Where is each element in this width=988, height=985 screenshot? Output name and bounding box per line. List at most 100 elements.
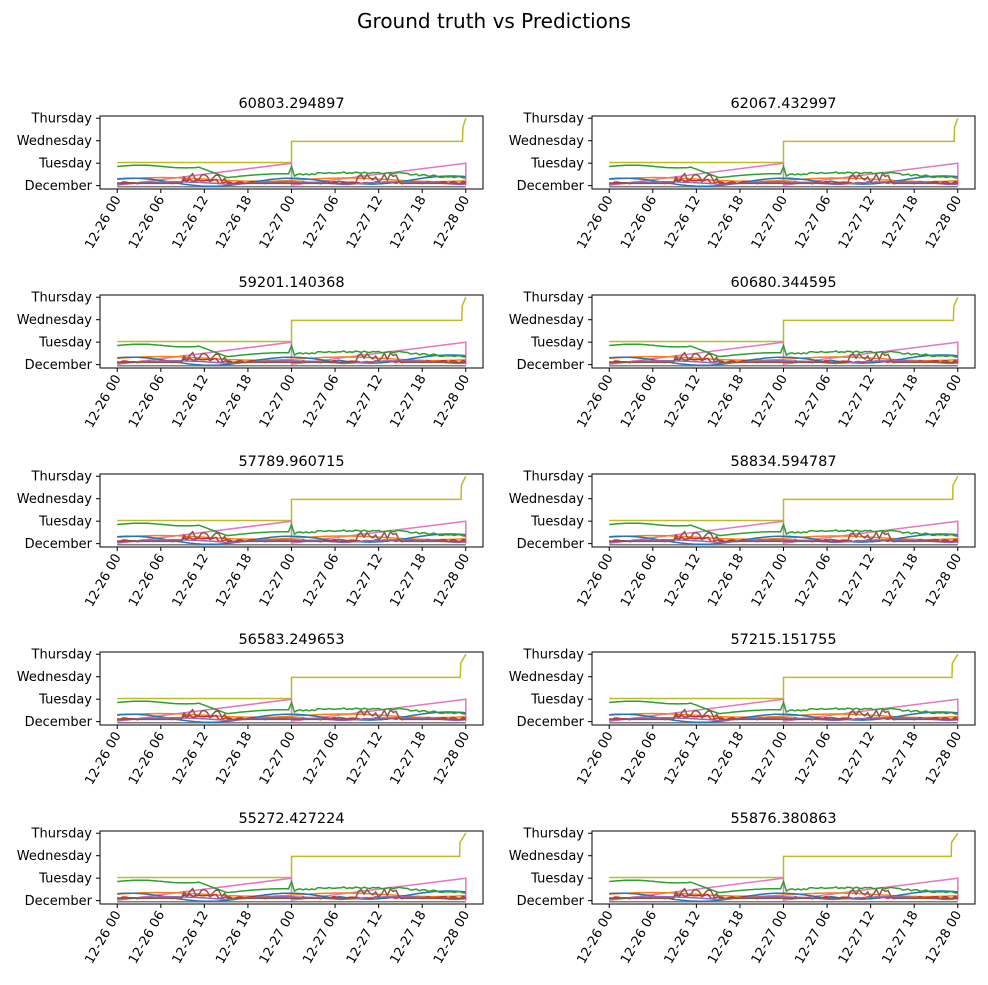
y-tick-label: Wednesday [509, 134, 585, 149]
subplot-title: 57789.960715 [238, 454, 344, 470]
subplot: 57789.960715 December Tuesday Wednesday Thur… [17, 454, 484, 610]
x-tick-label: 12-27 18 [879, 373, 921, 431]
x-tick-label: 12-27 12 [836, 552, 878, 610]
x-tick-label: 12-26 06 [126, 373, 168, 431]
series-line-pink [117, 698, 467, 723]
x-tick-label: 12-26 06 [618, 730, 660, 788]
y-tick-label: Tuesday [530, 515, 584, 530]
x-tick-label: 12-27 18 [387, 909, 429, 967]
x-tick-label: 12-26 18 [213, 194, 255, 252]
series-group [117, 117, 467, 188]
x-tick-label: 12-26 18 [213, 909, 255, 967]
y-tick-label: Tuesday [530, 872, 584, 887]
x-tick-label: 12-26 18 [705, 730, 747, 788]
x-tick-label: 12-27 12 [836, 194, 878, 252]
series-line-pink [609, 520, 959, 545]
series-line-pink [117, 877, 467, 902]
series-line-pink [609, 877, 959, 902]
y-tick-label: Thursday [31, 648, 93, 663]
x-tick-label: 12-27 18 [387, 373, 429, 431]
y-tick-label: Thursday [523, 648, 585, 663]
subplot: 56583.249653 December Tuesday Wednesday Thur… [17, 632, 484, 788]
x-tick-label: 12-28 00 [923, 373, 965, 431]
y-tick-label: December [517, 358, 585, 373]
x-tick-label: 12-27 18 [879, 730, 921, 788]
series-line-olive [117, 475, 467, 522]
x-tick-label: 12-26 18 [213, 730, 255, 788]
x-tick-label: 12-26 00 [82, 194, 124, 252]
y-tick-label: Thursday [31, 827, 93, 842]
x-tick-label: 12-28 00 [923, 552, 965, 610]
series-line-olive [609, 832, 959, 879]
x-tick-label: 12-28 00 [923, 909, 965, 967]
x-tick-label: 12-26 06 [618, 373, 660, 431]
y-tick-label: Thursday [523, 827, 585, 842]
series-line-purple [609, 360, 958, 365]
x-tick-label: 12-26 00 [82, 730, 124, 788]
x-tick-label: 12-26 00 [574, 373, 616, 431]
series-line-green [609, 522, 958, 537]
x-tick-label: 12-27 00 [257, 373, 299, 431]
subplot: 58834.594787 December Tuesday Wednesday Thur… [509, 454, 976, 610]
series-group [117, 296, 467, 367]
series-line-pink [117, 162, 467, 187]
x-tick-label: 12-26 18 [705, 194, 747, 252]
y-tick-label: Tuesday [530, 157, 584, 172]
x-tick-label: 12-26 12 [662, 552, 704, 610]
x-tick-label: 12-27 18 [879, 194, 921, 252]
subplot-title: 55876.380863 [730, 811, 836, 827]
x-tick-label: 12-28 00 [923, 194, 965, 252]
subplot: 57215.151755 December Tuesday Wednesday Thur… [509, 632, 976, 788]
y-tick-label: December [25, 894, 93, 909]
y-tick-label: Tuesday [38, 693, 92, 708]
x-tick-label: 12-26 12 [662, 194, 704, 252]
y-tick-label: Tuesday [38, 872, 92, 887]
y-tick-label: Wednesday [17, 492, 93, 507]
x-tick-label: 12-26 12 [170, 730, 212, 788]
y-tick-label: Tuesday [38, 515, 92, 530]
x-tick-label: 12-28 00 [923, 730, 965, 788]
x-tick-label: 12-26 06 [618, 909, 660, 967]
series-line-orange [609, 891, 958, 898]
subplot: 59201.140368 December Tuesday Wednesday Thur… [17, 275, 484, 431]
x-tick-label: 12-27 00 [257, 909, 299, 967]
y-tick-label: Wednesday [17, 134, 93, 149]
subplot-title: 58834.594787 [730, 454, 836, 470]
x-tick-label: 12-26 12 [170, 373, 212, 431]
series-group [609, 475, 959, 546]
y-tick-label: Thursday [31, 470, 93, 485]
x-tick-label: 12-27 18 [387, 552, 429, 610]
x-tick-label: 12-27 06 [792, 730, 834, 788]
series-group [117, 832, 467, 903]
x-tick-label: 12-27 12 [344, 909, 386, 967]
y-tick-label: Tuesday [38, 336, 92, 351]
x-tick-label: 12-28 00 [431, 909, 473, 967]
x-tick-label: 12-27 06 [792, 194, 834, 252]
y-tick-label: Thursday [523, 112, 585, 127]
y-tick-label: Wednesday [509, 313, 585, 328]
x-tick-label: 12-26 06 [618, 194, 660, 252]
x-tick-label: 12-27 06 [300, 730, 342, 788]
x-tick-label: 12-27 06 [300, 373, 342, 431]
series-line-purple [609, 539, 958, 544]
series-line-green [117, 343, 466, 358]
series-line-olive [117, 296, 467, 343]
x-tick-label: 12-26 12 [662, 909, 704, 967]
series-line-purple [117, 181, 466, 186]
series-line-brown [609, 708, 958, 721]
x-tick-label: 12-27 18 [879, 552, 921, 610]
series-line-purple [117, 360, 466, 365]
subplot-title: 62067.432997 [730, 96, 836, 112]
x-tick-label: 12-27 00 [749, 373, 791, 431]
x-tick-label: 12-26 00 [574, 552, 616, 610]
x-tick-label: 12-28 00 [431, 373, 473, 431]
x-tick-label: 12-26 18 [213, 552, 255, 610]
y-tick-label: Wednesday [17, 313, 93, 328]
x-tick-label: 12-26 06 [126, 909, 168, 967]
series-line-brown [117, 887, 466, 900]
x-tick-label: 12-26 00 [574, 909, 616, 967]
series-line-brown [117, 172, 466, 185]
series-line-brown [609, 530, 958, 543]
x-tick-label: 12-27 12 [344, 373, 386, 431]
y-tick-label: Wednesday [509, 670, 585, 685]
